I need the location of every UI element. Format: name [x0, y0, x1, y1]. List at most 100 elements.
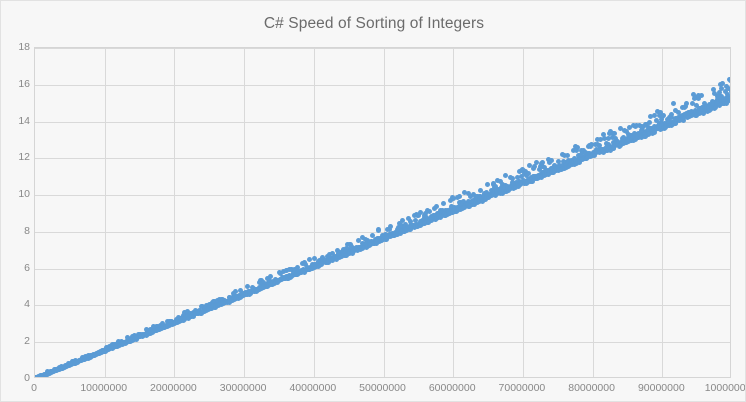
- scatter-point: [694, 113, 700, 118]
- gridline-horizontal: [35, 48, 730, 49]
- scatter-point: [555, 159, 561, 165]
- scatter-point: [492, 183, 498, 189]
- scatter-point: [478, 187, 484, 193]
- gridline-vertical: [313, 48, 315, 377]
- gridline-horizontal: [35, 158, 730, 160]
- chart-title: C# Speed of Sorting of Integers: [263, 15, 485, 32]
- scatter-point: [465, 190, 471, 196]
- gridline-horizontal: [35, 121, 730, 123]
- scatter-point: [307, 257, 313, 263]
- gridline-vertical: [522, 48, 524, 377]
- scatter-point: [600, 131, 606, 137]
- scatter-point: [716, 90, 722, 96]
- scatter-point: [646, 119, 652, 125]
- scatter-point: [280, 269, 286, 275]
- scatter-point: [727, 94, 730, 100]
- scatter-point: [329, 250, 335, 256]
- scatter-point: [653, 117, 659, 123]
- scatter-point: [698, 110, 704, 116]
- scatter-point: [602, 135, 608, 141]
- scatter-point: [677, 118, 683, 124]
- scatter-point: [621, 135, 627, 141]
- scatter-point: [211, 298, 217, 304]
- scatter-point: [256, 280, 262, 286]
- scatter-point: [701, 110, 707, 116]
- scatter-point: [598, 136, 604, 142]
- scatter-point: [669, 111, 675, 117]
- scatter-point: [690, 92, 696, 98]
- x-axis-tick-label: 10000000: [80, 382, 128, 394]
- scatter-point: [609, 134, 615, 140]
- scatter-point: [356, 238, 362, 244]
- scatter-point: [720, 80, 726, 86]
- scatter-point: [673, 121, 679, 127]
- scatter-point: [489, 187, 495, 193]
- x-axis: 0 10000000 20000000 30000000 40000000 5000000…: [31, 382, 745, 398]
- scatter-point: [385, 235, 391, 241]
- scatter-point: [369, 232, 375, 238]
- scatter-point: [701, 100, 707, 106]
- scatter-point: [448, 204, 454, 210]
- scatter-point: [456, 194, 462, 200]
- scatter-point: [596, 142, 602, 148]
- scatter-point: [712, 105, 718, 111]
- x-axis-tick-label: 30000000: [219, 382, 267, 394]
- scatter-point: [531, 163, 537, 169]
- scatter-point: [541, 165, 547, 171]
- scatter-point: [692, 95, 698, 101]
- scatter-point: [606, 136, 612, 142]
- scatter-point: [639, 127, 645, 133]
- scatter-point: [530, 178, 536, 184]
- scatter-point: [658, 110, 664, 116]
- scatter-point: [533, 160, 539, 166]
- scatter-point: [312, 256, 318, 262]
- scatter-point: [182, 310, 187, 316]
- y-axis-tick-label: 14: [18, 114, 30, 127]
- x-axis-tick-label: 80000000: [568, 382, 615, 394]
- gridline-horizontal: [35, 195, 730, 197]
- scatter-point: [175, 314, 181, 320]
- scatter-point: [643, 133, 649, 139]
- scatter-point: [699, 92, 705, 98]
- scatter-point: [564, 153, 570, 159]
- scatter-point: [545, 157, 551, 163]
- scatter-point: [695, 95, 701, 101]
- scatter-point: [360, 235, 366, 241]
- scatter-point: [719, 85, 725, 91]
- scatter-point: [499, 181, 505, 187]
- scatter-point: [679, 104, 685, 110]
- scatter-point: [536, 166, 542, 172]
- scatter-point: [429, 218, 435, 223]
- scatter-point: [548, 157, 554, 163]
- y-axis-tick-label: 0: [24, 372, 30, 384]
- scatter-point: [376, 228, 382, 234]
- x-axis-tick-label: 100000000: [704, 382, 746, 394]
- scatter-point: [476, 198, 482, 204]
- scatter-point: [406, 216, 412, 222]
- x-axis-tick-label: 20000000: [150, 382, 197, 394]
- scatter-point: [618, 125, 624, 131]
- scatter-point: [426, 208, 432, 214]
- x-axis-tick-label: 0: [31, 382, 37, 394]
- scatter-point: [683, 103, 689, 109]
- gridline-vertical: [174, 48, 176, 377]
- scatter-point: [386, 226, 392, 232]
- x-axis-tick-label: 50000000: [359, 382, 406, 394]
- scatter-point: [546, 160, 552, 166]
- scatter-point: [518, 173, 524, 179]
- scatter-point: [657, 113, 663, 119]
- gridline-vertical: [662, 48, 664, 377]
- scatter-point: [470, 192, 476, 198]
- gridline-vertical: [104, 48, 106, 377]
- scatter-point: [725, 85, 730, 91]
- y-axis-tick-label: 16: [18, 77, 30, 90]
- scatter-point: [684, 115, 690, 120]
- scatter-point: [570, 147, 576, 153]
- scatter-point: [326, 259, 332, 265]
- scatter-point: [612, 130, 618, 136]
- scatter-point: [413, 217, 419, 223]
- scatter-point: [326, 251, 332, 257]
- scatter-point: [594, 137, 600, 143]
- scatter-point: [607, 129, 613, 135]
- scatter-point: [696, 93, 702, 99]
